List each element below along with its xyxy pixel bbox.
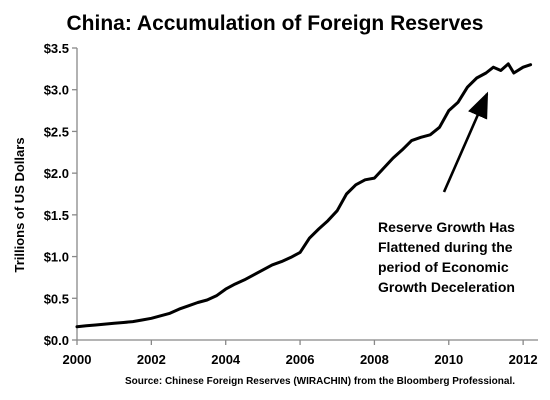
y-axis-ticks: $0.0 $0.5 $1.0 $1.5 $2.0 $2.5 $3.0 $3.5 [44, 41, 77, 348]
x-tick-label: 2004 [211, 352, 241, 367]
x-axis-ticks: 2000 2002 2004 2006 2008 2010 2012 [63, 340, 538, 367]
y-tick-label: $0.0 [44, 333, 69, 348]
annotation-line-1: Reserve Growth Has [378, 219, 515, 235]
annotation-text: Reserve Growth Has Flattened during the … [378, 219, 515, 295]
x-tick-label: 2012 [509, 352, 538, 367]
y-tick-label: $1.5 [44, 208, 69, 223]
x-tick-label: 2010 [434, 352, 463, 367]
annotation-line-2: Flattened during the [378, 239, 513, 255]
y-tick-label: $3.0 [44, 83, 69, 98]
y-tick-label: $1.0 [44, 250, 69, 265]
y-axis-label: Trillions of US Dollars [12, 137, 27, 272]
source-note: Source: Chinese Foreign Reserves (WIRACH… [125, 376, 515, 387]
series-line-reserves [75, 62, 533, 329]
y-tick-label: $2.5 [44, 124, 69, 139]
annotation-line-4: Growth Deceleration [378, 279, 515, 295]
annotation-arrow [442, 91, 489, 193]
chart-title: China: Accumulation of Foreign Reserves [67, 12, 484, 35]
y-tick-label: $0.5 [44, 291, 69, 306]
y-tick-label: $2.0 [44, 166, 69, 181]
x-tick-label: 2000 [63, 352, 92, 367]
y-tick-label: $3.5 [44, 41, 69, 56]
annotation-line-3: period of Economic [378, 259, 509, 275]
x-tick-label: 2002 [137, 352, 166, 367]
x-tick-label: 2006 [286, 352, 315, 367]
x-tick-label: 2008 [360, 352, 389, 367]
